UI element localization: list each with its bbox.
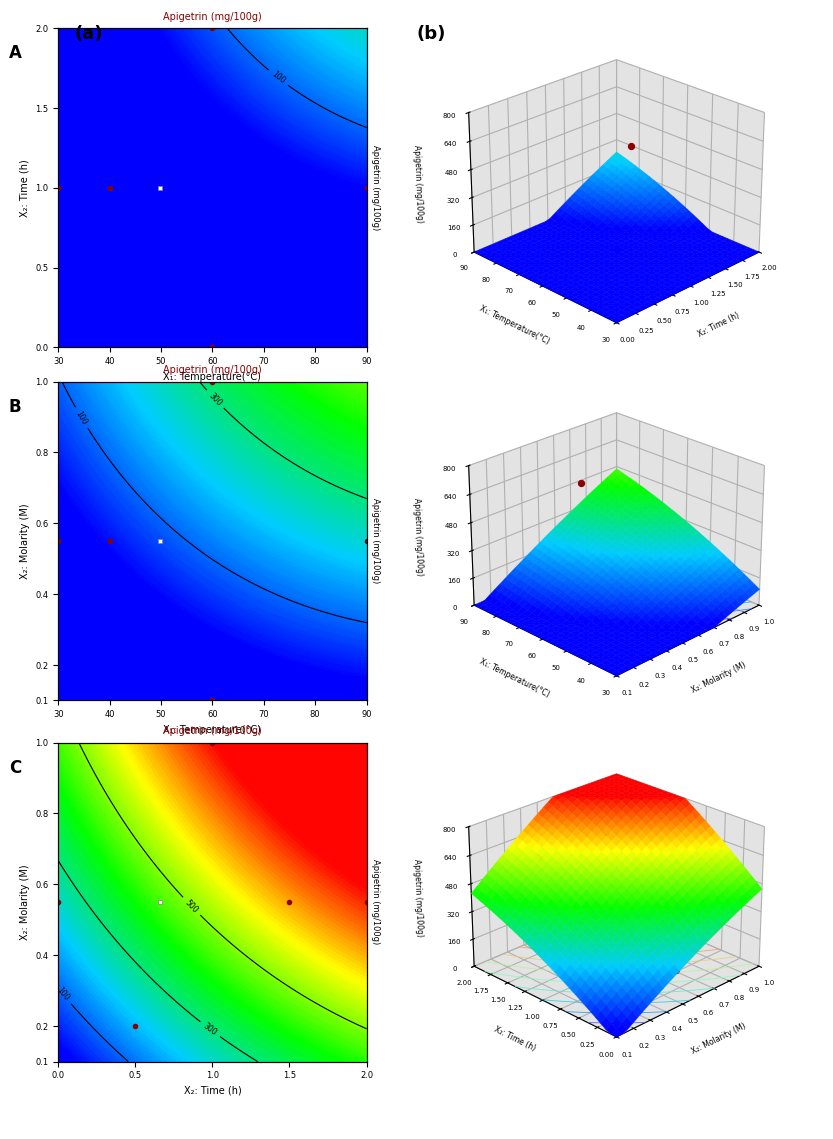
Text: A: A (9, 44, 22, 63)
Text: 100: 100 (55, 986, 71, 1002)
X-axis label: X₂: Time (h): X₂: Time (h) (183, 1085, 242, 1096)
Text: 100: 100 (74, 409, 89, 426)
Y-axis label: Apigetrin (mg/100g): Apigetrin (mg/100g) (372, 499, 381, 583)
Text: (a): (a) (75, 25, 103, 43)
Text: 100: 100 (270, 69, 287, 85)
X-axis label: X₂: Molarity (M): X₂: Molarity (M) (690, 661, 747, 695)
Text: 300: 300 (202, 1022, 218, 1038)
Y-axis label: Apigetrin (mg/100g): Apigetrin (mg/100g) (372, 860, 381, 944)
X-axis label: X₂: Time (h): X₂: Time (h) (696, 311, 741, 338)
Title: Apigetrin (mg/100g): Apigetrin (mg/100g) (163, 366, 262, 375)
X-axis label: X₂: Molarity (M): X₂: Molarity (M) (690, 1022, 747, 1056)
X-axis label: X₁: Temperature(°C): X₁: Temperature(°C) (163, 371, 262, 382)
Text: 500: 500 (183, 898, 200, 915)
Text: B: B (9, 398, 22, 416)
Text: C: C (9, 759, 22, 777)
Title: Apigetrin (mg/100g): Apigetrin (mg/100g) (163, 13, 262, 22)
Text: 300: 300 (207, 391, 223, 408)
Y-axis label: X₁: Temperature(°C): X₁: Temperature(°C) (478, 304, 551, 346)
Text: (b): (b) (416, 25, 446, 43)
Y-axis label: Apigetrin (mg/100g): Apigetrin (mg/100g) (372, 146, 381, 230)
Y-axis label: X₂: Time (h): X₂: Time (h) (492, 1025, 536, 1052)
Y-axis label: X₂: Molarity (M): X₂: Molarity (M) (20, 503, 30, 579)
Y-axis label: X₂: Molarity (M): X₂: Molarity (M) (20, 865, 30, 940)
Y-axis label: X₁: Temperature(°C): X₁: Temperature(°C) (478, 657, 551, 699)
Title: Apigetrin (mg/100g): Apigetrin (mg/100g) (163, 727, 262, 736)
X-axis label: X₁: Temperature(°C): X₁: Temperature(°C) (163, 724, 262, 735)
Y-axis label: X₂: Time (h): X₂: Time (h) (20, 159, 30, 216)
